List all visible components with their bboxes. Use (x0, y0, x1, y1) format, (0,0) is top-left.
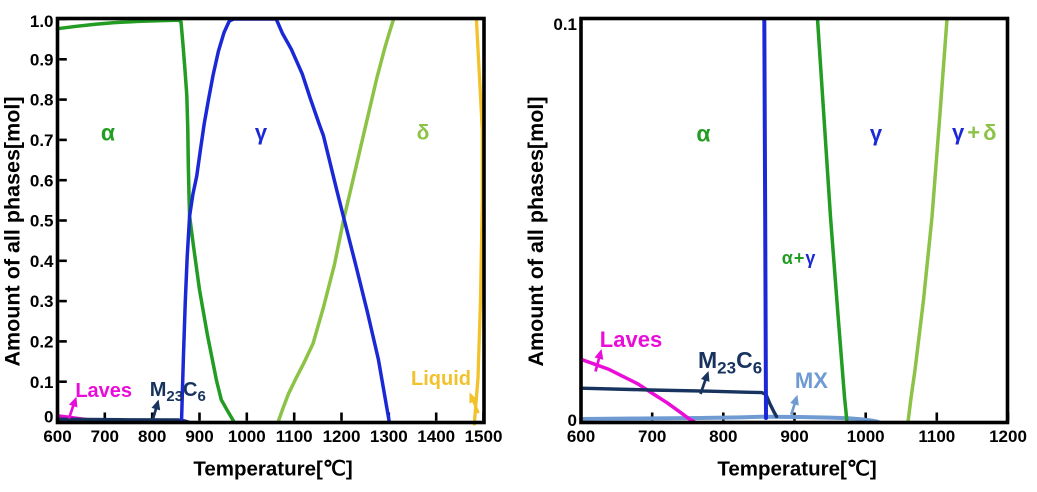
svg-text:MX: MX (795, 368, 828, 393)
svg-text:1.0: 1.0 (30, 12, 54, 31)
svg-text:0.3: 0.3 (30, 292, 54, 311)
svg-text:1200: 1200 (989, 427, 1027, 446)
svg-text:1100: 1100 (918, 427, 955, 446)
svg-text:0.8: 0.8 (30, 91, 54, 110)
svg-text:Liquid: Liquid (411, 368, 471, 390)
svg-text:α+γ: α+γ (782, 248, 817, 268)
svg-text:M23C6: M23C6 (698, 347, 762, 378)
svg-text:Amount of all phases[mol]: Amount of all phases[mol] (1, 97, 25, 367)
svg-text:γ+δ: γ+δ (952, 120, 999, 145)
svg-text:γ: γ (255, 120, 268, 145)
svg-text:0.7: 0.7 (30, 131, 54, 150)
svg-text:0.6: 0.6 (30, 171, 54, 190)
svg-text:1100: 1100 (276, 427, 313, 446)
svg-text:0.2: 0.2 (30, 333, 54, 352)
svg-text:Laves: Laves (600, 327, 662, 352)
svg-text:0.5: 0.5 (30, 212, 54, 231)
svg-text:900: 900 (185, 427, 213, 446)
svg-text:1400: 1400 (417, 427, 455, 446)
svg-text:Laves: Laves (75, 380, 132, 402)
svg-text:600: 600 (43, 427, 71, 446)
svg-text:900: 900 (780, 427, 808, 446)
svg-text:α: α (101, 120, 115, 146)
svg-text:1200: 1200 (323, 427, 361, 446)
svg-text:0.9: 0.9 (30, 50, 54, 69)
svg-text:0.1: 0.1 (553, 15, 577, 34)
svg-text:700: 700 (91, 427, 119, 446)
svg-text:0.1: 0.1 (30, 373, 54, 392)
svg-text:Temperature[℃]: Temperature[℃] (193, 458, 352, 481)
svg-text:800: 800 (138, 427, 166, 446)
svg-text:1000: 1000 (228, 427, 266, 446)
svg-text:α: α (696, 121, 710, 147)
svg-text:800: 800 (709, 427, 737, 446)
svg-text:Temperature[℃]: Temperature[℃] (717, 458, 876, 481)
svg-text:1300: 1300 (370, 427, 408, 446)
svg-text:700: 700 (638, 427, 666, 446)
svg-text:δ: δ (417, 122, 430, 145)
svg-text:0.4: 0.4 (30, 252, 54, 271)
svg-text:0: 0 (568, 411, 577, 430)
svg-text:1000: 1000 (847, 427, 885, 446)
svg-text:γ: γ (870, 121, 883, 146)
svg-text:1500: 1500 (465, 427, 503, 446)
svg-text:600: 600 (567, 427, 595, 446)
svg-text:Amount of all phases[mol]: Amount of all phases[mol] (524, 97, 548, 367)
svg-text:0: 0 (44, 408, 53, 427)
